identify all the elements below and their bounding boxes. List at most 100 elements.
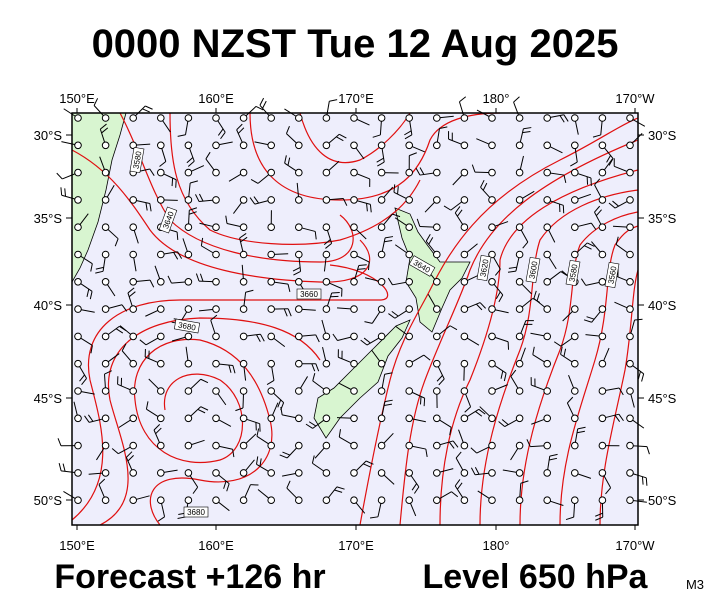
station <box>268 169 275 176</box>
station <box>599 115 606 122</box>
station <box>516 251 523 258</box>
station <box>544 360 551 367</box>
station <box>102 360 109 367</box>
station <box>544 442 551 449</box>
station <box>544 197 551 204</box>
station <box>378 497 385 504</box>
station <box>461 497 468 504</box>
station <box>627 142 634 149</box>
station <box>378 360 385 367</box>
station <box>130 224 137 231</box>
station <box>130 333 137 340</box>
latitude-label: 30°S <box>648 128 677 143</box>
station <box>268 306 275 313</box>
station <box>323 442 330 449</box>
station <box>351 197 358 204</box>
station <box>544 142 551 149</box>
station <box>75 442 82 449</box>
station <box>351 251 358 258</box>
station <box>75 224 82 231</box>
station <box>351 115 358 122</box>
longitude-label: 170°E <box>338 91 374 106</box>
station <box>130 279 137 286</box>
station <box>185 497 192 504</box>
station <box>323 197 330 204</box>
station <box>351 415 358 422</box>
station <box>296 306 303 313</box>
station <box>296 115 303 122</box>
station <box>323 470 330 477</box>
station <box>434 497 441 504</box>
station <box>627 251 634 258</box>
station <box>599 306 606 313</box>
station <box>516 197 523 204</box>
station <box>268 251 275 258</box>
station <box>158 333 165 340</box>
station <box>75 251 82 258</box>
title: 0000 NZST Tue 12 Aug 2025 <box>92 22 619 66</box>
station <box>599 142 606 149</box>
station <box>516 115 523 122</box>
station <box>296 169 303 176</box>
station <box>130 470 137 477</box>
station <box>213 306 220 313</box>
station <box>544 388 551 395</box>
station <box>268 224 275 231</box>
station <box>102 224 109 231</box>
station <box>489 470 496 477</box>
station <box>406 470 413 477</box>
station <box>516 388 523 395</box>
station <box>461 470 468 477</box>
station <box>75 169 82 176</box>
station <box>627 197 634 204</box>
station <box>351 169 358 176</box>
station <box>185 142 192 149</box>
station <box>240 115 247 122</box>
contour-label-text: 3660 <box>300 290 318 299</box>
station <box>351 142 358 149</box>
station <box>296 279 303 286</box>
station <box>158 470 165 477</box>
station <box>75 497 82 504</box>
station <box>599 360 606 367</box>
station <box>516 279 523 286</box>
station <box>185 360 192 367</box>
station <box>516 333 523 340</box>
station <box>185 442 192 449</box>
station <box>544 306 551 313</box>
station <box>351 442 358 449</box>
station <box>351 224 358 231</box>
station <box>75 197 82 204</box>
station <box>378 142 385 149</box>
station <box>240 224 247 231</box>
station <box>213 279 220 286</box>
station <box>158 388 165 395</box>
station <box>102 251 109 258</box>
station <box>185 470 192 477</box>
station <box>185 279 192 286</box>
station <box>406 169 413 176</box>
contour-label: 3680 <box>184 507 208 517</box>
station <box>185 251 192 258</box>
station <box>185 224 192 231</box>
station <box>461 197 468 204</box>
latitude-label: 35°S <box>34 211 63 226</box>
station <box>544 497 551 504</box>
station <box>599 224 606 231</box>
station <box>461 442 468 449</box>
station <box>296 470 303 477</box>
station <box>489 224 496 231</box>
latitude-label: 45°S <box>34 391 63 406</box>
longitude-label: 160°E <box>198 538 234 553</box>
station <box>323 360 330 367</box>
station <box>489 388 496 395</box>
station <box>75 115 82 122</box>
station <box>516 142 523 149</box>
station <box>516 442 523 449</box>
station <box>434 360 441 367</box>
station <box>185 306 192 313</box>
station <box>213 251 220 258</box>
station <box>627 497 634 504</box>
station <box>130 251 137 258</box>
station <box>75 470 82 477</box>
